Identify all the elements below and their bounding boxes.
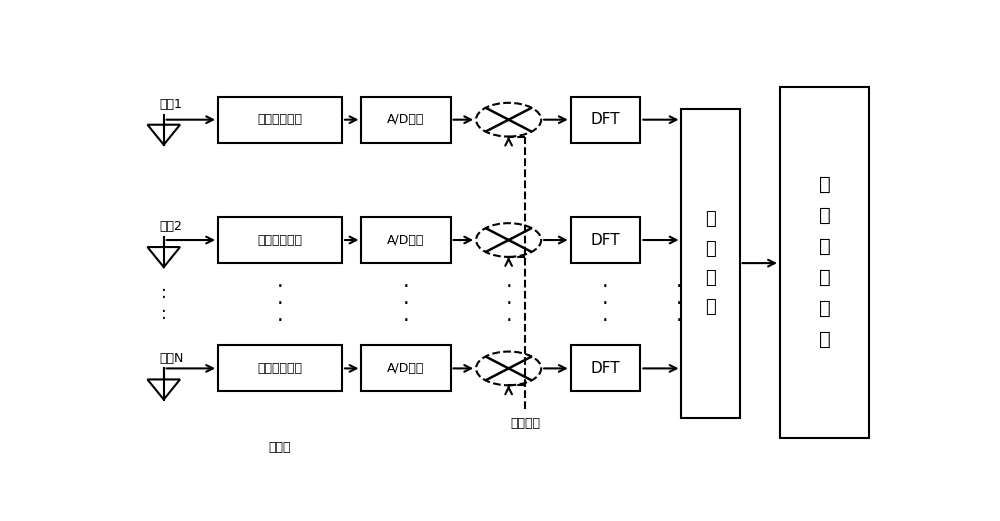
Bar — [571, 217, 640, 263]
Bar — [361, 345, 450, 391]
Bar — [681, 109, 740, 417]
Bar — [361, 217, 450, 263]
Text: A/D转换: A/D转换 — [387, 113, 425, 126]
Text: A/D转换: A/D转换 — [387, 362, 425, 375]
Text: ·
·
·: · · · — [277, 277, 283, 331]
Text: A/D转换: A/D转换 — [387, 233, 425, 246]
Bar — [571, 345, 640, 391]
Text: 天线N: 天线N — [160, 352, 184, 365]
Text: DFT: DFT — [591, 361, 620, 376]
Text: ·
·
·: · · · — [602, 277, 609, 331]
Text: ·
·
·: · · · — [505, 277, 512, 331]
Text: 幅
相
响
应
结
果: 幅 相 响 应 结 果 — [819, 175, 830, 349]
Bar — [218, 217, 342, 263]
Text: DFT: DFT — [591, 112, 620, 127]
Text: 天线2: 天线2 — [160, 220, 183, 233]
Text: ·
·
·: · · · — [676, 277, 683, 331]
Text: DFT: DFT — [591, 232, 620, 247]
Text: ·
·
·: · · · — [403, 277, 409, 331]
Bar — [571, 96, 640, 143]
Bar — [218, 345, 342, 391]
Text: 比
较
计
算: 比 较 计 算 — [705, 210, 716, 316]
Text: :
:: : : — [161, 284, 167, 322]
Text: 模拟前端放大: 模拟前端放大 — [258, 113, 302, 126]
Text: 本振信号: 本振信号 — [510, 417, 540, 430]
Text: 天线1: 天线1 — [160, 97, 183, 110]
Bar — [218, 96, 342, 143]
Text: 接收机: 接收机 — [269, 441, 291, 454]
Bar — [780, 86, 869, 438]
Bar — [361, 96, 450, 143]
Text: 模拟前端放大: 模拟前端放大 — [258, 362, 302, 375]
Text: 模拟前端放大: 模拟前端放大 — [258, 233, 302, 246]
